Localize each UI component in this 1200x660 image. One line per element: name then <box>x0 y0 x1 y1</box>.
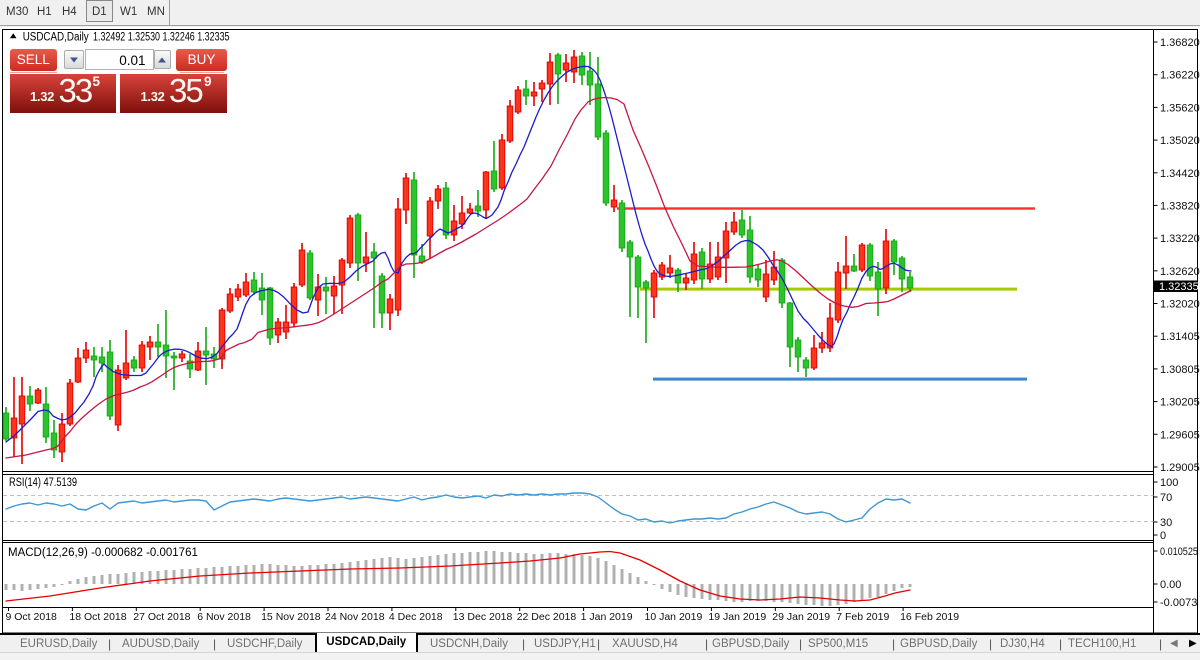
svg-text:1.31405: 1.31405 <box>1160 331 1200 343</box>
svg-text:10 Jan 2019: 10 Jan 2019 <box>645 611 703 623</box>
svg-text:7 Feb 2019: 7 Feb 2019 <box>836 611 889 623</box>
svg-text:18 Oct 2018: 18 Oct 2018 <box>69 611 126 623</box>
svg-text:19 Jan 2019: 19 Jan 2019 <box>708 611 766 623</box>
svg-text:1.36220: 1.36220 <box>1160 70 1200 82</box>
svg-text:1.35020: 1.35020 <box>1160 135 1200 147</box>
svg-text:70: 70 <box>1160 492 1172 504</box>
svg-text:1.32492 1.32530 1.32246 1.3233: 1.32492 1.32530 1.32246 1.32335 <box>93 32 230 44</box>
svg-text:15 Nov 2018: 15 Nov 2018 <box>261 611 321 623</box>
svg-text:1.33220: 1.33220 <box>1160 233 1200 245</box>
svg-text:22 Dec 2018: 22 Dec 2018 <box>517 611 577 623</box>
svg-text:1.29005: 1.29005 <box>1160 462 1200 474</box>
svg-text:1.32620: 1.32620 <box>1160 266 1200 278</box>
svg-text:29 Jan 2019: 29 Jan 2019 <box>772 611 830 623</box>
svg-text:1.30805: 1.30805 <box>1160 364 1200 376</box>
svg-text:1.35620: 1.35620 <box>1160 102 1200 114</box>
svg-text:9 Oct 2018: 9 Oct 2018 <box>6 611 58 623</box>
svg-text:1.32335: 1.32335 <box>1159 281 1199 293</box>
svg-text:1.36820: 1.36820 <box>1160 37 1200 49</box>
svg-text:1.29605: 1.29605 <box>1160 429 1200 441</box>
svg-text:1.33820: 1.33820 <box>1160 200 1200 212</box>
svg-text:27 Oct 2018: 27 Oct 2018 <box>133 611 190 623</box>
svg-text:-0.0073: -0.0073 <box>1160 597 1197 609</box>
svg-text:13 Dec 2018: 13 Dec 2018 <box>453 611 513 623</box>
svg-text:1.34420: 1.34420 <box>1160 168 1200 180</box>
svg-text:24 Nov 2018: 24 Nov 2018 <box>325 611 385 623</box>
svg-text:1.30205: 1.30205 <box>1160 397 1200 409</box>
svg-text:0.010525: 0.010525 <box>1160 546 1198 558</box>
svg-text:1.32020: 1.32020 <box>1160 299 1200 311</box>
svg-text:6 Nov 2018: 6 Nov 2018 <box>197 611 251 623</box>
svg-text:1 Jan 2019: 1 Jan 2019 <box>581 611 633 623</box>
svg-text:0: 0 <box>1160 530 1166 542</box>
svg-text:100: 100 <box>1160 477 1178 489</box>
svg-text:USDCAD,Daily: USDCAD,Daily <box>23 32 89 44</box>
svg-text:RSI(14) 47.5139: RSI(14) 47.5139 <box>9 477 77 489</box>
svg-text:30: 30 <box>1160 517 1172 529</box>
svg-text:0.00: 0.00 <box>1160 579 1181 591</box>
svg-text:16 Feb 2019: 16 Feb 2019 <box>900 611 959 623</box>
svg-text:4 Dec 2018: 4 Dec 2018 <box>389 611 443 623</box>
svg-text:MACD(12,26,9) -0.000682 -0.001: MACD(12,26,9) -0.000682 -0.001761 <box>8 547 198 559</box>
